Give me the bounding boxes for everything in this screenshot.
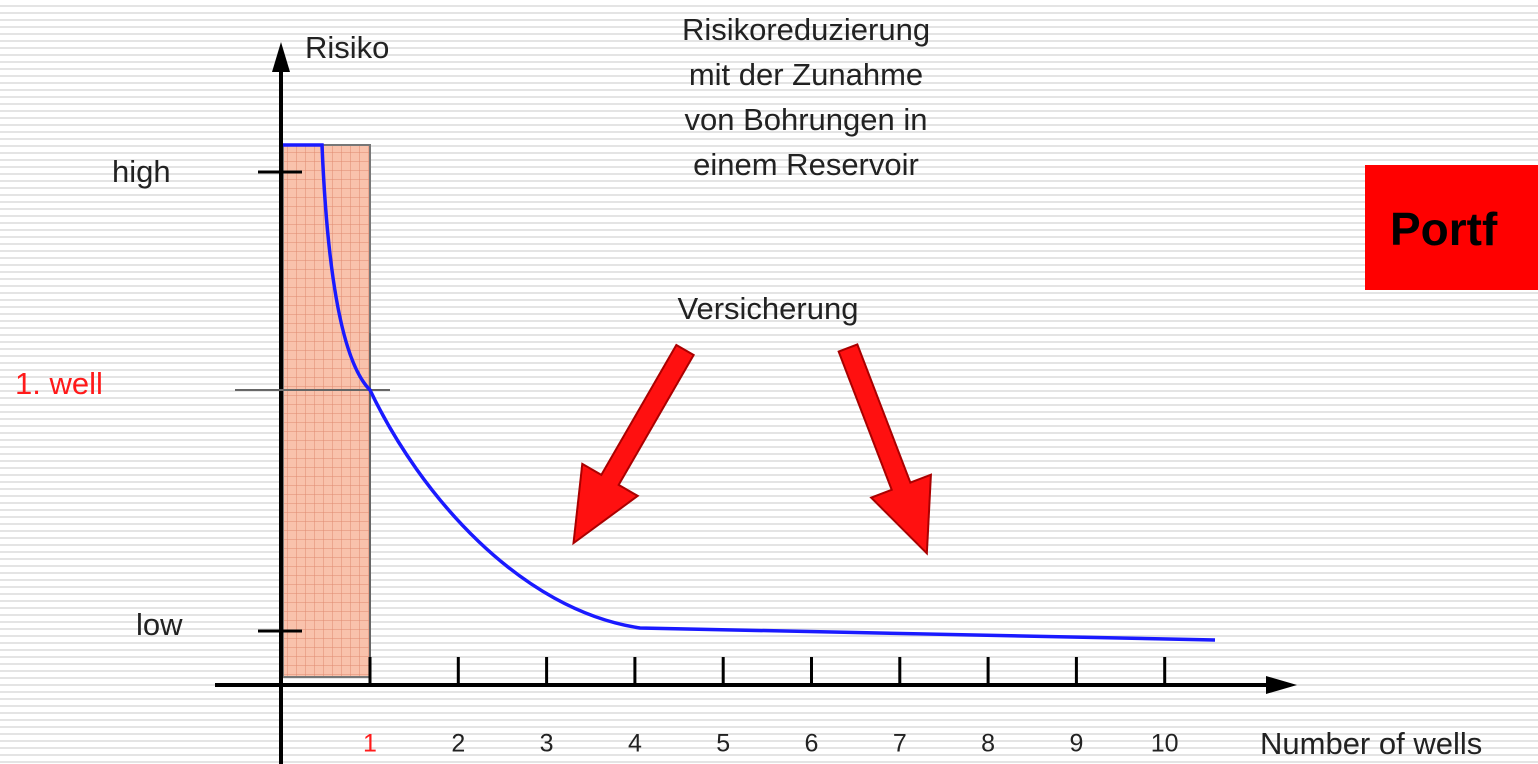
x-tick-label: 6 xyxy=(805,730,819,758)
annotation-title: Risikoreduzierung mit der Zunahme von Bohr… xyxy=(682,12,930,182)
x-tick-label: 4 xyxy=(628,730,642,758)
y-axis-label: Risiko xyxy=(305,30,389,65)
x-tick-label: 5 xyxy=(716,730,730,758)
y-low-label: low xyxy=(136,607,183,642)
banner-text: Portf xyxy=(1390,203,1498,255)
annotation-line: mit der Zunahme xyxy=(689,57,923,92)
banner xyxy=(1365,165,1538,290)
x-ticks: 1 2 3 4 5 6 7 8 9 10 xyxy=(363,657,1179,758)
y-high-label: high xyxy=(112,154,171,189)
x-tick-label: 3 xyxy=(540,730,554,758)
x-tick-label: 7 xyxy=(893,730,907,758)
risk-curve xyxy=(283,143,1216,642)
x-tick-label: 2 xyxy=(451,730,465,758)
y-axis-arrow xyxy=(272,42,290,72)
x-axis-label: Number of wells xyxy=(1260,726,1482,761)
x-axis-arrow xyxy=(1266,676,1297,694)
annotation-line: von Bohrungen in xyxy=(684,102,927,137)
annotation-line: Risikoreduzierung xyxy=(682,12,930,47)
arrow xyxy=(837,343,932,556)
annotation-line: einem Reservoir xyxy=(693,147,919,182)
x-tick-label: 10 xyxy=(1151,730,1179,758)
x-tick-label: 8 xyxy=(981,730,995,758)
arrow xyxy=(572,343,696,546)
arrow-label: Versicherung xyxy=(678,291,859,326)
first-well-label: 1. well xyxy=(15,366,103,401)
x-tick-label: 1 xyxy=(363,730,377,758)
x-tick-label: 9 xyxy=(1069,730,1083,758)
